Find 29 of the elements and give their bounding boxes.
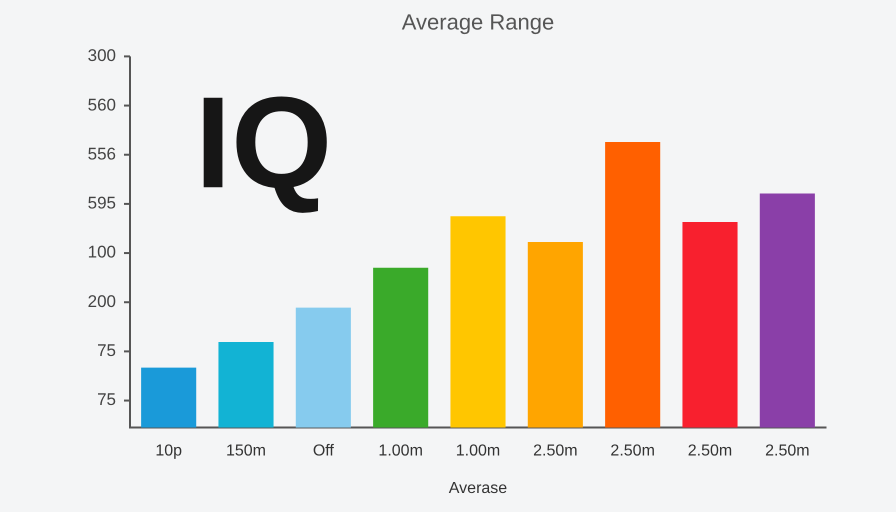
bar xyxy=(450,216,506,428)
text: 75 xyxy=(97,341,116,360)
annotation: IQ xyxy=(195,69,332,216)
text: 556 xyxy=(88,144,116,164)
bar xyxy=(373,268,428,428)
text: 300 xyxy=(88,46,116,66)
x-tick-label: 2.50m xyxy=(765,442,810,460)
x-tick-label: 1.00m xyxy=(378,442,423,460)
x-tick-label: Off xyxy=(312,442,334,460)
text: 75 xyxy=(97,390,116,410)
bar xyxy=(218,342,274,428)
text: 100 xyxy=(88,242,116,262)
text: 200 xyxy=(88,292,116,311)
x-tick-label: 10p xyxy=(155,442,182,460)
x-tick-label: 2.50m xyxy=(688,442,732,460)
bar xyxy=(605,142,660,428)
x-tick-label: 150m xyxy=(226,442,266,460)
text: 560 xyxy=(88,95,116,114)
x-tick-label: 2.50m xyxy=(533,442,578,460)
chart-title: Average Range xyxy=(402,9,554,34)
bar xyxy=(528,242,583,428)
x-tick-label: 1.00m xyxy=(456,442,500,460)
bar xyxy=(682,222,738,428)
bar xyxy=(760,193,815,428)
text: 595 xyxy=(88,194,116,213)
x-tick-label: 2.50m xyxy=(610,442,655,460)
bar xyxy=(296,308,351,428)
x-axis-title: Averase xyxy=(448,480,508,497)
bar xyxy=(141,368,196,428)
